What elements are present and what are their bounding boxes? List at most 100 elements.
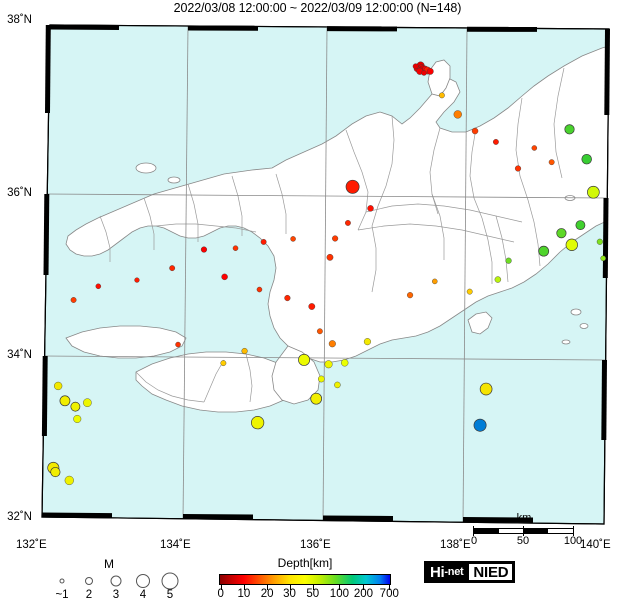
- epicenter-marker[interactable]: [317, 375, 325, 383]
- logo-hi-text: Hi: [430, 563, 445, 581]
- epicenter-marker[interactable]: [538, 245, 550, 257]
- epicenter-marker[interactable]: [345, 220, 351, 226]
- epicenter-marker[interactable]: [531, 145, 538, 151]
- epicenter-marker[interactable]: [334, 381, 341, 389]
- epicenter-marker[interactable]: [328, 340, 336, 348]
- epicenter-marker[interactable]: [581, 153, 592, 165]
- epicenter-marker[interactable]: [232, 245, 239, 251]
- epicenter-marker[interactable]: [332, 235, 339, 242]
- lat-label-36n: 36˚N: [7, 187, 32, 199]
- epicenter-marker[interactable]: [426, 67, 434, 75]
- depth-tick-label-30: 30: [283, 588, 296, 600]
- magnitude-symbol-5: [161, 572, 179, 590]
- epicenter-marker[interactable]: [70, 297, 77, 303]
- epicenter-marker[interactable]: [453, 110, 462, 119]
- epicenter-marker[interactable]: [50, 466, 61, 478]
- epicenter-marker[interactable]: [345, 179, 360, 194]
- epicenter-layer[interactable]: [47, 61, 606, 486]
- epicenter-marker[interactable]: [256, 286, 263, 293]
- epicenter-marker[interactable]: [59, 395, 71, 407]
- epicenter-marker[interactable]: [70, 401, 81, 412]
- epicenter-marker[interactable]: [514, 165, 522, 172]
- epicenter-marker[interactable]: [134, 277, 140, 283]
- epicenter-marker[interactable]: [169, 265, 176, 272]
- epicenter-marker[interactable]: [493, 139, 499, 145]
- epicenter-marker[interactable]: [548, 159, 555, 166]
- lon-label-136e: 136˚E: [300, 539, 331, 551]
- epicenter-marker[interactable]: [565, 238, 578, 251]
- depth-tick-label-200: 200: [353, 588, 374, 600]
- lon-label-132e: 132˚E: [16, 539, 47, 551]
- epicenter-marker[interactable]: [473, 418, 487, 432]
- logo-net-text: -net: [444, 566, 464, 578]
- epicenter-marker[interactable]: [412, 63, 419, 70]
- epicenter-marker[interactable]: [175, 341, 181, 348]
- epicenter-marker[interactable]: [64, 475, 74, 486]
- epicenter-marker[interactable]: [596, 238, 603, 245]
- epicenter-marker[interactable]: [341, 359, 349, 367]
- seismicity-map[interactable]: km 0 50 100: [36, 20, 613, 547]
- depth-tick-label-0: 0: [217, 588, 224, 600]
- epicenter-marker[interactable]: [564, 124, 575, 135]
- depth-tick-mark-100: [339, 585, 341, 590]
- depth-colorbar: [219, 574, 391, 585]
- epicenter-marker[interactable]: [363, 338, 371, 346]
- depth-tick-label-10: 10: [237, 588, 251, 600]
- depth-tick-label-50: 50: [306, 588, 320, 600]
- epicenter-marker[interactable]: [326, 253, 334, 261]
- epicenter-marker[interactable]: [250, 416, 265, 430]
- epicenter-marker[interactable]: [587, 185, 600, 199]
- magnitude-label-3: 3: [112, 589, 120, 601]
- epicenter-marker[interactable]: [432, 278, 438, 285]
- epicenter-marker[interactable]: [220, 360, 227, 367]
- depth-tick-mark-700: [389, 585, 391, 590]
- epicenter-marker[interactable]: [83, 398, 92, 407]
- epicenter-marker[interactable]: [556, 228, 567, 239]
- depth-tick-mark-20: [267, 585, 269, 590]
- magnitude-label-2: 2: [85, 589, 93, 601]
- page-title: 2022/03/08 12:00:00 ~ 2022/03/09 12:00:0…: [173, 1, 462, 15]
- epicenter-marker[interactable]: [260, 238, 267, 245]
- epicenter-marker[interactable]: [200, 246, 208, 253]
- epicenter-marker[interactable]: [241, 347, 248, 355]
- epicenter-marker[interactable]: [310, 392, 323, 405]
- epicenter-marker[interactable]: [290, 236, 296, 242]
- epicenter-marker[interactable]: [284, 294, 291, 302]
- epicenter-marker[interactable]: [298, 353, 311, 366]
- epicenter-marker[interactable]: [505, 257, 512, 264]
- epicenter-marker[interactable]: [438, 92, 445, 99]
- epicenter-marker[interactable]: [95, 283, 102, 290]
- epicenter-marker[interactable]: [466, 288, 473, 295]
- scale-bar: km 0 50 100: [466, 512, 582, 550]
- epicenter-marker[interactable]: [54, 381, 63, 391]
- hinet-nied-logo: Hi -net NIED: [424, 561, 516, 583]
- map-canvas: [36, 20, 613, 534]
- epicenter-marker[interactable]: [575, 220, 586, 231]
- epicenter-marker[interactable]: [479, 382, 493, 396]
- magnitude-legend: M ~1 2 3 4 5: [44, 557, 179, 604]
- depth-tick-label-100: 100: [329, 588, 349, 600]
- epicenter-marker[interactable]: [73, 414, 82, 423]
- map-graphics: [41, 24, 610, 525]
- scale-unit-label: km: [516, 512, 532, 524]
- logo-nied-text: NIED: [468, 563, 514, 581]
- lat-label-38n: 38˚N: [7, 14, 32, 26]
- magnitude-symbol-1: [59, 578, 65, 584]
- epicenter-marker[interactable]: [308, 303, 316, 310]
- epicenter-marker[interactable]: [324, 360, 333, 369]
- epicenter-marker[interactable]: [494, 276, 502, 283]
- magnitude-label-1: ~1: [55, 589, 69, 601]
- epicenter-marker[interactable]: [421, 70, 427, 76]
- magnitude-label-4: 4: [139, 589, 147, 601]
- graticule-grid: [43, 25, 607, 524]
- epicenter-marker[interactable]: [221, 273, 228, 281]
- epicenter-marker[interactable]: [600, 255, 606, 262]
- lon-label-134e: 134˚E: [160, 539, 191, 551]
- hinet-wordmark: Hi -net: [425, 562, 468, 582]
- epicenter-marker[interactable]: [407, 292, 414, 299]
- epicenter-marker[interactable]: [471, 127, 479, 135]
- epicenter-marker[interactable]: [367, 205, 374, 212]
- depth-legend-title: Depth[km]: [277, 556, 333, 570]
- epicenter-marker[interactable]: [316, 328, 323, 335]
- lat-label-32n: 32˚N: [7, 511, 32, 523]
